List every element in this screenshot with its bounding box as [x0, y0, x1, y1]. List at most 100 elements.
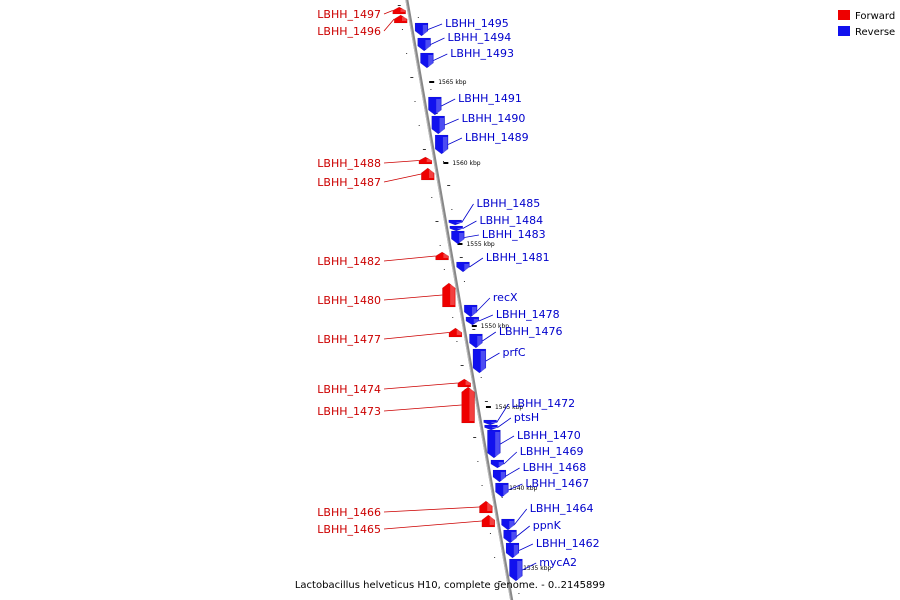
- reverse-gene[interactable]: [490, 459, 505, 469]
- label-leader: [497, 417, 512, 428]
- forward-gene[interactable]: [442, 282, 456, 308]
- reverse-gene[interactable]: [448, 219, 462, 226]
- reverse-gene[interactable]: [420, 52, 434, 69]
- forward-gene[interactable]: [435, 251, 449, 261]
- reverse-gene-label[interactable]: LBHH_1491: [458, 92, 522, 105]
- reverse-gene-label[interactable]: LBHH_1484: [479, 214, 543, 227]
- forward-gene-label[interactable]: LBHH_1496: [317, 25, 381, 38]
- reverse-gene[interactable]: [456, 261, 470, 273]
- reverse-gene-label[interactable]: LBHH_1495: [445, 17, 509, 30]
- reverse-gene[interactable]: [428, 96, 442, 116]
- reverse-gene-label[interactable]: LBHH_1490: [462, 112, 526, 125]
- scale-tick: [418, 125, 420, 126]
- reverse-gene-label[interactable]: LBHH_1485: [476, 197, 540, 210]
- reverse-gene-label[interactable]: LBHH_1468: [523, 461, 587, 474]
- gene-shading: [509, 521, 514, 528]
- forward-gene[interactable]: [461, 386, 475, 424]
- reverse-gene[interactable]: [483, 419, 497, 426]
- reverse-gene[interactable]: [451, 230, 465, 245]
- gene-shading: [429, 170, 434, 178]
- scale-tick: [452, 317, 454, 318]
- label-leader: [461, 203, 474, 223]
- label-leader: [478, 314, 494, 322]
- reverse-gene[interactable]: [463, 304, 478, 318]
- gene-shading: [428, 55, 433, 66]
- genome-axis-highlight: [405, 0, 512, 600]
- reverse-gene-label[interactable]: LBHH_1467: [525, 477, 589, 490]
- reverse-gene-label[interactable]: mycA2: [539, 556, 577, 569]
- scale-tick: [439, 245, 441, 246]
- reverse-gene[interactable]: [503, 529, 517, 544]
- forward-gene[interactable]: [479, 500, 493, 514]
- forward-gene-label[interactable]: LBHH_1477: [317, 333, 381, 346]
- gene-shading: [457, 228, 463, 229]
- reverse-gene-label[interactable]: LBHH_1494: [448, 31, 512, 44]
- forward-gene[interactable]: [393, 14, 408, 24]
- forward-gene-label[interactable]: LBHH_1488: [317, 157, 381, 170]
- forward-gene[interactable]: [457, 378, 472, 388]
- reverse-gene-label[interactable]: recX: [493, 291, 518, 304]
- forward-gene-label[interactable]: LBHH_1474: [317, 383, 381, 396]
- reverse-gene[interactable]: [414, 22, 429, 37]
- gene-labels[interactable]: LBHH_1497 LBHH_1496 LBHH_1488 LBHH_1487 LBHH…: [317, 8, 600, 571]
- forward-gene[interactable]: [481, 514, 496, 528]
- reverse-gene-label[interactable]: LBHH_1489: [465, 131, 529, 144]
- reverse-gene-label[interactable]: LBHH_1469: [520, 445, 584, 458]
- reverse-gene[interactable]: [492, 469, 507, 483]
- forward-gene-label[interactable]: LBHH_1466: [317, 506, 381, 519]
- forward-gene-label[interactable]: LBHH_1487: [317, 176, 381, 189]
- reverse-gene[interactable]: [484, 424, 498, 431]
- forward-gene[interactable]: [392, 6, 406, 15]
- reverse-gene-label[interactable]: LBHH_1464: [530, 502, 594, 515]
- reverse-gene[interactable]: [505, 542, 520, 559]
- reverse-gene[interactable]: [469, 333, 483, 349]
- reverse-gene-label[interactable]: LBHH_1493: [450, 47, 514, 60]
- forward-gene-label[interactable]: LBHH_1482: [317, 255, 381, 268]
- label-leader: [462, 220, 477, 229]
- kbp-tick: [443, 162, 449, 164]
- reverse-gene-label[interactable]: LBHH_1470: [517, 429, 581, 442]
- forward-gene[interactable]: [418, 156, 433, 165]
- scale-tick: [430, 89, 432, 90]
- forward-gene-label[interactable]: LBHH_1473: [317, 405, 381, 418]
- scale-tick: [494, 557, 496, 558]
- reverse-gene[interactable]: [501, 518, 515, 531]
- reverse-gene[interactable]: [431, 115, 445, 135]
- label-leader: [516, 525, 530, 537]
- gene-shading: [442, 137, 448, 152]
- reverse-gene[interactable]: [472, 348, 487, 374]
- reverse-gene[interactable]: [487, 429, 501, 459]
- scale-tick: [447, 185, 451, 186]
- label-leader: [485, 352, 500, 362]
- forward-gene[interactable]: [448, 327, 463, 338]
- gene-shading: [436, 99, 441, 113]
- reverse-gene[interactable]: [434, 134, 449, 155]
- gene-shading: [469, 389, 474, 421]
- gene-shading: [425, 40, 430, 49]
- reverse-gene-label[interactable]: LBHH_1476: [499, 325, 563, 338]
- reverse-gene[interactable]: [465, 316, 480, 326]
- forward-gene-label[interactable]: LBHH_1465: [317, 523, 381, 536]
- kbp-label: 1535 kbp: [523, 565, 551, 572]
- gene-shading: [426, 159, 432, 162]
- reverse-gene[interactable]: [449, 225, 464, 232]
- reverse-gene-label[interactable]: LBHH_1481: [486, 251, 550, 264]
- label-leader: [518, 543, 534, 551]
- reverse-gene[interactable]: [417, 37, 431, 52]
- scale-tick: [480, 377, 482, 378]
- label-leader: [496, 403, 509, 423]
- reverse-gene-label[interactable]: LBHH_1472: [511, 397, 575, 410]
- reverse-gene-label[interactable]: LBHH_1483: [482, 228, 546, 241]
- forward-gene-label[interactable]: LBHH_1497: [317, 8, 381, 21]
- reverse-gene[interactable]: [509, 558, 523, 582]
- reverse-gene-label[interactable]: ppnK: [533, 519, 562, 532]
- forward-gene[interactable]: [421, 167, 435, 181]
- reverse-gene-label[interactable]: LBHH_1462: [536, 537, 600, 550]
- reverse-gene-label[interactable]: ptsH: [514, 411, 539, 424]
- reverse-gene-label[interactable]: LBHH_1478: [496, 308, 560, 321]
- forward-gene-label[interactable]: LBHH_1480: [317, 294, 381, 307]
- reverse-gene-label[interactable]: prfC: [503, 346, 526, 359]
- kbp-tick: [457, 243, 463, 245]
- kbp-label: 1555 kbp: [466, 241, 494, 248]
- reverse-gene[interactable]: [495, 482, 509, 498]
